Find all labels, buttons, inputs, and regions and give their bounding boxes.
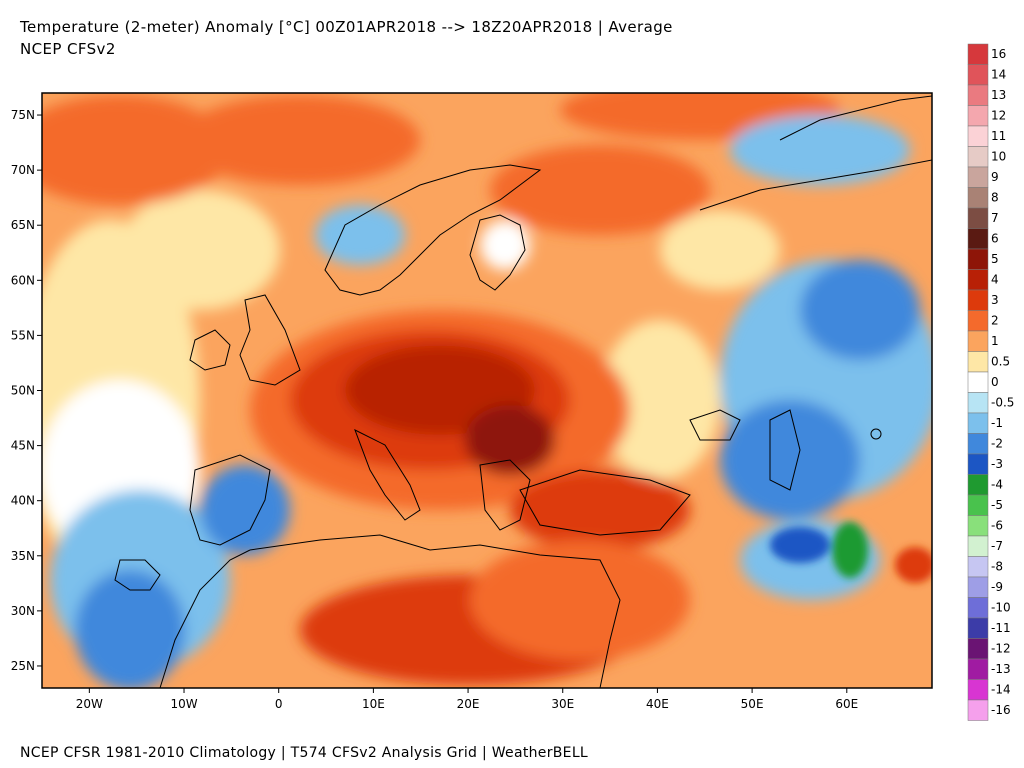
legend-label: 1 [991, 334, 999, 348]
legend-label: -12 [991, 642, 1011, 656]
legend-label: -9 [991, 580, 1003, 594]
legend-label: -3 [991, 457, 1003, 471]
legend-swatch [967, 576, 989, 598]
legend-label: -7 [991, 539, 1003, 553]
legend-label: -2 [991, 437, 1003, 451]
legend-swatch [967, 64, 989, 86]
legend-label: 9 [991, 170, 999, 184]
legend-swatch [967, 494, 989, 516]
lon-tick-label: 60E [835, 697, 858, 711]
lon-tick-label: 20W [76, 697, 103, 711]
legend-swatch [967, 699, 989, 721]
lat-tick-label: 55N [11, 328, 35, 342]
legend-label: -16 [991, 703, 1011, 717]
legend-swatch [967, 146, 989, 168]
lat-tick-label: 25N [11, 659, 35, 673]
legend-label: 14 [991, 68, 1006, 82]
legend-label: 6 [991, 232, 999, 246]
legend-label: -0.5 [991, 396, 1014, 410]
legend-swatch [967, 535, 989, 557]
legend-label: -1 [991, 416, 1003, 430]
lat-tick-label: 45N [11, 439, 35, 453]
legend-swatch [967, 392, 989, 414]
legend-swatch [967, 105, 989, 127]
legend-swatch [967, 187, 989, 209]
lat-tick-label: 75N [11, 108, 35, 122]
legend-swatch [967, 658, 989, 680]
lat-tick-label: 35N [11, 549, 35, 563]
legend-label: -14 [991, 683, 1011, 697]
anomaly-field [42, 93, 932, 688]
legend-swatch [967, 515, 989, 537]
legend-swatch [967, 310, 989, 332]
legend-label: -4 [991, 478, 1003, 492]
legend-label: -11 [991, 621, 1011, 635]
legend-swatch [967, 166, 989, 188]
lat-tick-label: 70N [11, 163, 35, 177]
coastlines [114, 95, 932, 688]
legend-label: 2 [991, 314, 999, 328]
lon-tick-label: 30E [551, 697, 574, 711]
latitude-axis: 25N 30N 35N 40N 45N 50N 55N 60N 65N 70N 75N [11, 108, 42, 673]
legend-swatch [967, 248, 989, 270]
legend-label: -10 [991, 601, 1011, 615]
legend-swatch [967, 371, 989, 393]
map-footer: NCEP CFSR 1981-2010 Climatology | T574 C… [20, 745, 589, 761]
legend-label: 4 [991, 273, 999, 287]
legend-label: -13 [991, 662, 1011, 676]
legend-label: 0 [991, 375, 999, 389]
lat-tick-label: 40N [11, 494, 35, 508]
legend-label: -5 [991, 498, 1003, 512]
legend-label: 8 [991, 191, 999, 205]
legend-swatch [967, 617, 989, 639]
legend-swatch [967, 556, 989, 578]
legend-label: 16 [991, 47, 1006, 61]
legend-swatch [967, 679, 989, 701]
legend-label: 3 [991, 293, 999, 307]
legend-swatch [967, 351, 989, 373]
legend-swatch [967, 43, 989, 65]
legend-label: 7 [991, 211, 999, 225]
legend-label: 11 [991, 129, 1006, 143]
lon-tick-label: 0 [275, 697, 283, 711]
legend-swatch [967, 84, 989, 106]
lat-tick-label: 50N [11, 384, 35, 398]
legend-label: 12 [991, 109, 1006, 123]
legend-label: 0.5 [991, 355, 1010, 369]
lon-tick-label: 40E [646, 697, 669, 711]
map-title: Temperature (2-meter) Anomaly [°C] 00Z01… [20, 18, 673, 36]
lon-tick-label: 10E [362, 697, 385, 711]
map-subtitle: NCEP CFSv2 [20, 40, 116, 58]
lon-tick-label: 50E [741, 697, 764, 711]
lat-tick-label: 30N [11, 604, 35, 618]
legend-swatch [967, 330, 989, 352]
legend-swatch [967, 289, 989, 311]
legend-swatch [967, 597, 989, 619]
legend-swatch [967, 412, 989, 434]
legend-label: 5 [991, 252, 999, 266]
legend-label: -6 [991, 519, 1003, 533]
lon-tick-label: 10W [170, 697, 197, 711]
legend-swatch [967, 433, 989, 455]
legend-swatch [967, 269, 989, 291]
lat-tick-label: 60N [11, 273, 35, 287]
legend-swatch [967, 228, 989, 250]
lon-tick-label: 20E [457, 697, 480, 711]
longitude-axis: 20W 10W 0 10E 20E 30E 40E 50E 60E [76, 688, 858, 711]
legend-label: 10 [991, 150, 1006, 164]
legend-label: 13 [991, 88, 1006, 102]
legend-swatch [967, 638, 989, 660]
legend-swatch [967, 125, 989, 147]
legend-label: -8 [991, 560, 1003, 574]
legend-swatch [967, 474, 989, 496]
lat-tick-label: 65N [11, 218, 35, 232]
legend-swatch [967, 207, 989, 229]
legend-swatch [967, 453, 989, 475]
